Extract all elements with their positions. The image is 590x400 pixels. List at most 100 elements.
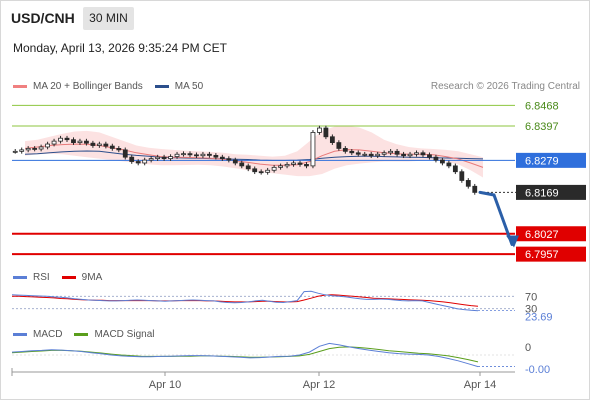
macd-panel: 0 -0.00 bbox=[11, 342, 550, 376]
bollinger-fill bbox=[25, 125, 483, 178]
candle-down bbox=[342, 148, 348, 152]
candle-down bbox=[329, 136, 335, 143]
candle-down bbox=[84, 140, 89, 144]
candle-down bbox=[465, 180, 471, 187]
candle-down bbox=[116, 148, 122, 151]
ma20-legend-label: MA 20 + Bollinger Bands bbox=[33, 81, 143, 92]
level-badge-5 bbox=[516, 246, 586, 262]
research-credit: Research © 2026 Trading Central bbox=[430, 81, 580, 92]
candle-down bbox=[459, 171, 465, 181]
candle-up bbox=[168, 156, 173, 160]
bollinger-band bbox=[25, 125, 483, 178]
candle-down bbox=[252, 168, 258, 173]
candlesticks bbox=[12, 125, 478, 195]
candle-down bbox=[103, 143, 109, 147]
candle-down bbox=[194, 154, 199, 157]
macd-legend-label: MACD bbox=[33, 329, 63, 340]
candle-down bbox=[109, 145, 115, 149]
candle-up bbox=[12, 150, 18, 153]
candle-down bbox=[207, 153, 212, 156]
candle-up bbox=[291, 162, 296, 165]
candle-up bbox=[148, 158, 154, 161]
candle-down bbox=[135, 161, 141, 164]
x-axis: Apr 10 Apr 12 Apr 14 bbox=[11, 368, 515, 391]
candle-down bbox=[239, 162, 245, 167]
candle-up bbox=[414, 152, 419, 155]
candle-down bbox=[368, 153, 374, 157]
candle-up bbox=[142, 159, 148, 164]
candle-down bbox=[129, 156, 135, 162]
level-badge-3 bbox=[516, 184, 586, 200]
ma50-line bbox=[24, 150, 484, 161]
candle-up bbox=[45, 143, 50, 148]
candle-down bbox=[323, 127, 329, 138]
candle-up bbox=[284, 164, 290, 167]
candle-up bbox=[317, 127, 322, 133]
rsi-legend: RSI 9MA bbox=[13, 272, 114, 283]
macd-tick-0: 0 bbox=[525, 342, 531, 354]
x-tick-label-2: Apr 14 bbox=[464, 379, 496, 391]
timeframe-button[interactable]: 30 MIN bbox=[83, 7, 134, 30]
candle-down bbox=[297, 162, 303, 165]
candle-down bbox=[304, 164, 309, 167]
macd-signal-line bbox=[11, 346, 479, 363]
candle-down bbox=[213, 155, 219, 158]
candle-up bbox=[25, 148, 31, 151]
key-levels: 6.8468 6.8397 6.8279 6.8169 6.8027 6.7957 bbox=[12, 100, 586, 262]
candle-down bbox=[433, 156, 439, 161]
forecast-arrow bbox=[478, 190, 519, 248]
candle-up bbox=[265, 169, 271, 173]
rsi-swatch bbox=[13, 276, 27, 279]
candle-down bbox=[161, 156, 167, 160]
candle-down bbox=[472, 185, 478, 193]
candle-down bbox=[355, 152, 361, 155]
rsi-legend-label: RSI bbox=[33, 272, 50, 283]
candle-down bbox=[245, 165, 251, 170]
candle-down bbox=[219, 156, 225, 160]
candle-down bbox=[440, 159, 445, 164]
candle-up bbox=[271, 166, 277, 171]
rsi-tick-70: 70 bbox=[525, 291, 537, 303]
level-label-2: 6.8279 bbox=[525, 155, 559, 167]
main-legend: MA 20 + Bollinger Bands MA 50 bbox=[13, 81, 215, 92]
candle-down bbox=[232, 159, 238, 164]
candle-down bbox=[32, 148, 38, 150]
candle-up bbox=[381, 152, 387, 155]
candle-up bbox=[174, 153, 180, 157]
candle-up bbox=[362, 153, 368, 156]
rsi-ma-swatch bbox=[61, 276, 76, 279]
ma20-swatch bbox=[13, 85, 27, 88]
candle-down bbox=[226, 158, 232, 161]
level-label-5: 6.7957 bbox=[525, 249, 559, 261]
level-label-0: 6.8468 bbox=[525, 100, 559, 112]
candle-up bbox=[181, 153, 186, 156]
candle-down bbox=[258, 171, 264, 174]
level-badge-4 bbox=[516, 226, 586, 242]
candle-up bbox=[19, 149, 25, 152]
candle-down bbox=[394, 150, 400, 155]
candle-up bbox=[310, 132, 316, 167]
x-tick-label-1: Apr 12 bbox=[303, 379, 335, 391]
candle-up bbox=[38, 146, 44, 150]
symbol-title: USD/CNH bbox=[11, 10, 75, 26]
candle-down bbox=[122, 149, 128, 158]
candle-down bbox=[420, 152, 426, 156]
candle-down bbox=[349, 150, 355, 154]
candle-up bbox=[407, 153, 413, 157]
level-label-4: 6.8027 bbox=[525, 229, 559, 241]
rsi-ma-legend-label: 9MA bbox=[81, 272, 103, 283]
candle-down bbox=[401, 153, 406, 157]
macd-signal-swatch bbox=[74, 333, 89, 336]
macd-legend: MACD MACD Signal bbox=[13, 329, 166, 340]
candle-up bbox=[96, 143, 102, 146]
level-label-3: 6.8169 bbox=[525, 187, 559, 199]
macd-swatch bbox=[13, 333, 27, 336]
candle-up bbox=[375, 153, 381, 157]
timestamp: Monday, April 13, 2026 9:35:24 PM CET bbox=[13, 41, 227, 55]
macd-signal-legend-label: MACD Signal bbox=[94, 329, 155, 340]
candle-down bbox=[64, 137, 70, 141]
candle-down bbox=[446, 162, 452, 167]
level-badge-2 bbox=[516, 152, 586, 168]
